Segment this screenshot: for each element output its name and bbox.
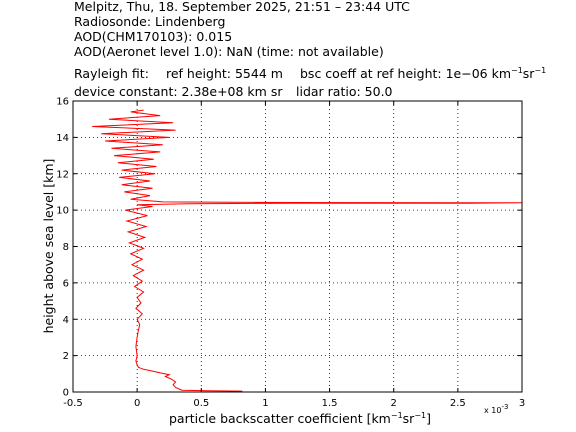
y-tick-label: 16 [56,97,69,108]
bsc-coeff-exp1: −1 [511,66,523,75]
bsc-coeff: bsc coeff at ref height: 1e−06 km−1sr−1 [300,66,546,81]
aod-chm-line: AOD(CHM170103): 0.015 [74,29,233,44]
x-tick-label: 0 [134,398,140,409]
y-tick-label: 0 [63,388,69,399]
ref-height: ref height: 5544 m [166,66,283,81]
x-tick-labels: -0.5 0 0.5 1 1.5 2 2.5 3 [63,398,525,409]
device-constant: device constant: 2.38e+08 km sr [74,84,283,99]
radiosonde-line: Radiosonde: Lindenberg [74,14,226,29]
y-tick-label: 6 [63,278,69,289]
x-multiplier-base: x 10 [484,406,501,415]
x-tick-label: 1.5 [322,398,338,409]
y-tick-label: 8 [63,242,69,253]
x-tick-label: 3 [519,398,525,409]
x-axis-label-suffix: ] [426,411,431,426]
x-tick-label: 2 [391,398,397,409]
x-axis-label-exp2: −1 [414,411,426,420]
y-tick-label: 2 [63,351,69,362]
x-axis-label-text: particle backscatter coefficient [km [169,411,391,426]
rayleigh-label: Rayleigh fit: [74,66,149,81]
x-axis-label-exp1: −1 [391,411,403,420]
grid-lines [73,101,522,392]
bsc-coeff-text: bsc coeff at ref height: 1e−06 km [300,66,511,81]
x-tick-label: 1 [262,398,268,409]
x-multiplier: x 10-3 [484,403,508,415]
x-multiplier-exp: -3 [501,403,508,411]
aod-aeronet-line: AOD(Aeronet level 1.0): NaN (time: not a… [74,44,384,59]
x-axis-label-sr: sr [403,411,416,426]
bsc-coeff-sr: sr [522,66,535,81]
bsc-coeff-exp2: −1 [534,66,547,75]
y-tick-label: 4 [63,315,69,326]
y-tick-labels: 0 2 4 6 8 10 12 14 16 [56,97,69,399]
x-tick-label: 2.5 [450,398,466,409]
y-tick-label: 14 [56,133,69,144]
y-axis-label: height above sea level [km] [41,159,56,334]
lidar-ratio: lidar ratio: 50.0 [296,84,393,99]
backscatter-profile-line [92,109,523,392]
y-tick-label: 12 [56,169,69,180]
title-line: Melpitz, Thu, 18. September 2025, 21:51 … [74,0,410,14]
x-tick-label: -0.5 [63,398,83,409]
tick-marks [72,100,523,393]
y-tick-label: 10 [56,206,69,217]
x-axis-label: particle backscatter coefficient [km−1sr… [169,411,431,426]
x-tick-label: 0.5 [193,398,209,409]
